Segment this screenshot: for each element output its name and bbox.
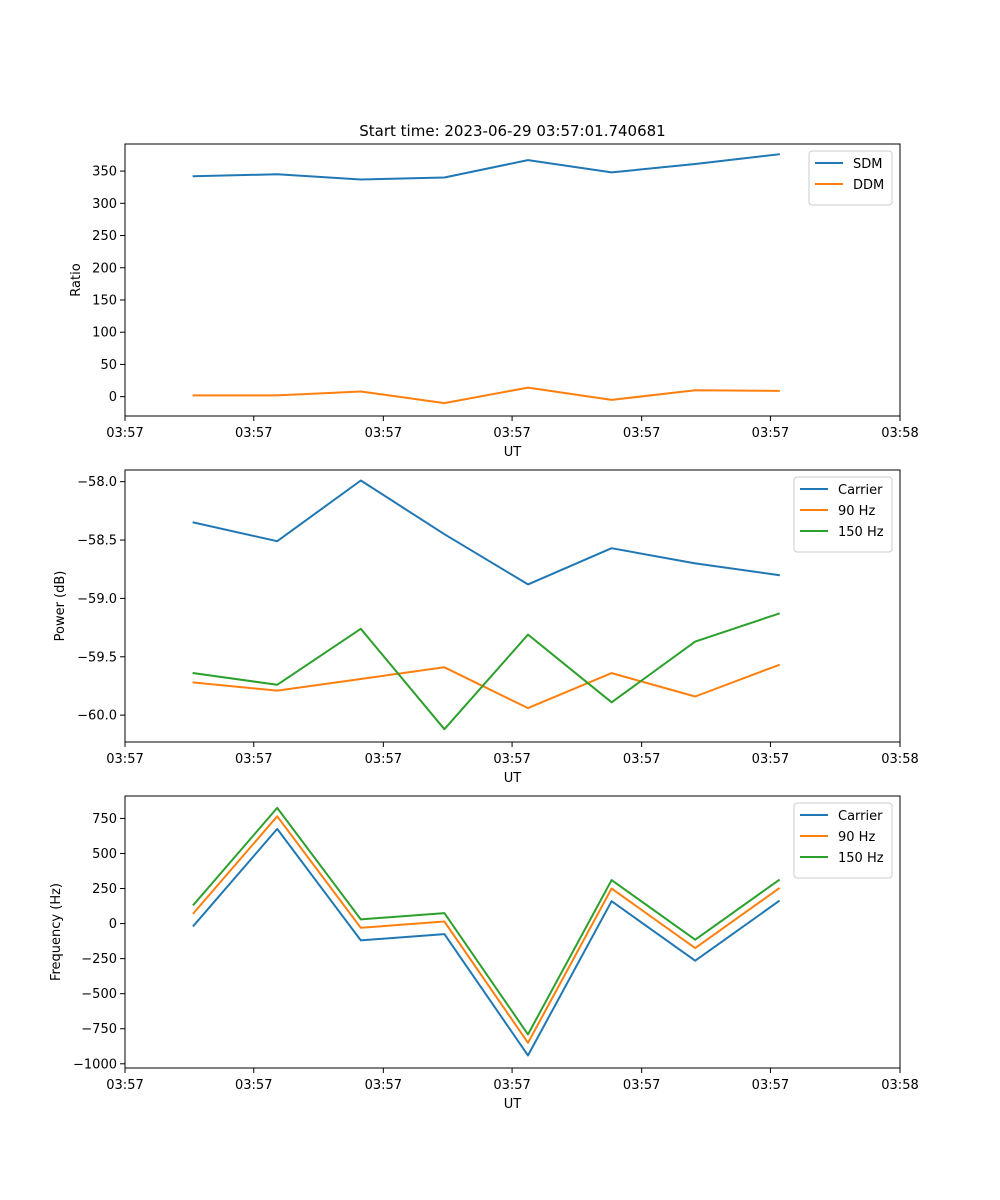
y-tick-label: 350 — [92, 165, 117, 180]
y-tick-label: −250 — [81, 952, 117, 967]
chart-title: Start time: 2023-06-29 03:57:01.740681 — [359, 122, 665, 140]
legend-label: 90 Hz — [838, 830, 875, 845]
x-tick-label: 03:57 — [106, 426, 143, 441]
legend: Carrier 90 Hz 150 Hz — [793, 476, 893, 553]
x-tick-label: 03:57 — [235, 426, 272, 441]
x-tick-label: 03:58 — [881, 752, 918, 767]
subplot-3: −1000 −750 −500 −250 0 250 500 750 03:57 03:57 03:… — [49, 795, 919, 1112]
x-tick-label: 03:57 — [493, 426, 530, 441]
legend-frame — [793, 476, 893, 553]
x-tick-label: 03:57 — [365, 1078, 402, 1093]
series-line-carrier — [192, 479, 780, 586]
legend-label: Carrier — [838, 483, 883, 498]
x-tick-label: 03:57 — [235, 1078, 272, 1093]
y-tick-label: 150 — [92, 293, 117, 308]
legend-frame — [808, 150, 893, 206]
legend-frame — [793, 802, 893, 879]
legend-label: Carrier — [838, 809, 883, 824]
y-tick-label: 100 — [92, 326, 117, 341]
x-axis-label: UT — [504, 1097, 522, 1112]
legend: Carrier 90 Hz 150 Hz — [793, 802, 893, 879]
x-tick-label: 03:57 — [493, 752, 530, 767]
y-tick-label: 500 — [92, 847, 117, 862]
y-tick-label: −60.0 — [77, 709, 117, 724]
series-line-150-hz — [192, 612, 781, 731]
y-tick-label: −59.0 — [77, 592, 117, 607]
y-tick-label: −59.5 — [77, 650, 117, 665]
x-tick-label: 03:57 — [365, 426, 402, 441]
legend-label: 90 Hz — [838, 504, 875, 519]
y-tick-label: −750 — [81, 1022, 117, 1037]
legend-label: 150 Hz — [838, 851, 884, 866]
legend-label: 150 Hz — [838, 525, 884, 540]
subplot-2: −60.0 −59.5 −59.0 −58.5 −58.0 03:57 03:57 03:57… — [53, 469, 919, 786]
series-line-150-hz — [192, 806, 781, 1036]
y-tick-label: 750 — [92, 812, 117, 827]
plot-area — [124, 795, 901, 1069]
x-tick-label: 03:57 — [365, 752, 402, 767]
y-tick-label: −58.5 — [77, 534, 117, 549]
x-tick-label: 03:57 — [106, 752, 143, 767]
y-axis-label: Power (dB) — [53, 571, 68, 642]
y-tick-label: 250 — [92, 229, 117, 244]
series-line-ddm — [192, 386, 780, 405]
y-axis-label: Frequency (Hz) — [49, 883, 64, 981]
y-tick-label: 0 — [109, 390, 117, 405]
x-tick-label: 03:57 — [106, 1078, 143, 1093]
x-tick-label: 03:57 — [752, 1078, 789, 1093]
legend: SDM DDM — [808, 150, 893, 206]
y-tick-label: −58.0 — [77, 475, 117, 490]
y-tick-label: 200 — [92, 261, 117, 276]
y-tick-label: 300 — [92, 197, 117, 212]
series-line-carrier — [192, 827, 781, 1057]
x-tick-label: 03:57 — [623, 1078, 660, 1093]
x-tick-label: 03:58 — [881, 1078, 918, 1093]
series-line-sdm — [192, 153, 780, 181]
plot-area — [124, 143, 901, 417]
x-tick-label: 03:57 — [493, 1078, 530, 1093]
series-line-90-hz — [192, 663, 781, 710]
series-line-90-hz — [192, 815, 781, 1044]
y-tick-label: 0 — [109, 917, 117, 932]
y-tick-label: −1000 — [73, 1057, 117, 1072]
x-tick-label: 03:57 — [623, 752, 660, 767]
x-tick-label: 03:57 — [752, 752, 789, 767]
y-axis-label: Ratio — [69, 263, 84, 296]
legend-label: SDM — [853, 157, 882, 172]
legend-label: DDM — [853, 178, 884, 193]
x-tick-label: 03:57 — [235, 752, 272, 767]
x-tick-label: 03:57 — [623, 426, 660, 441]
x-axis-label: UT — [504, 771, 522, 786]
plot-area — [124, 469, 901, 743]
x-axis-label: UT — [504, 445, 522, 460]
y-tick-label: −500 — [81, 987, 117, 1002]
y-tick-label: 250 — [92, 882, 117, 897]
x-tick-label: 03:57 — [752, 426, 789, 441]
subplot-1: 0 50 100 150 200 250 300 350 03:57 03:57 03:57 03:5… — [69, 143, 919, 460]
x-tick-label: 03:58 — [881, 426, 918, 441]
y-tick-label: 50 — [100, 358, 117, 373]
